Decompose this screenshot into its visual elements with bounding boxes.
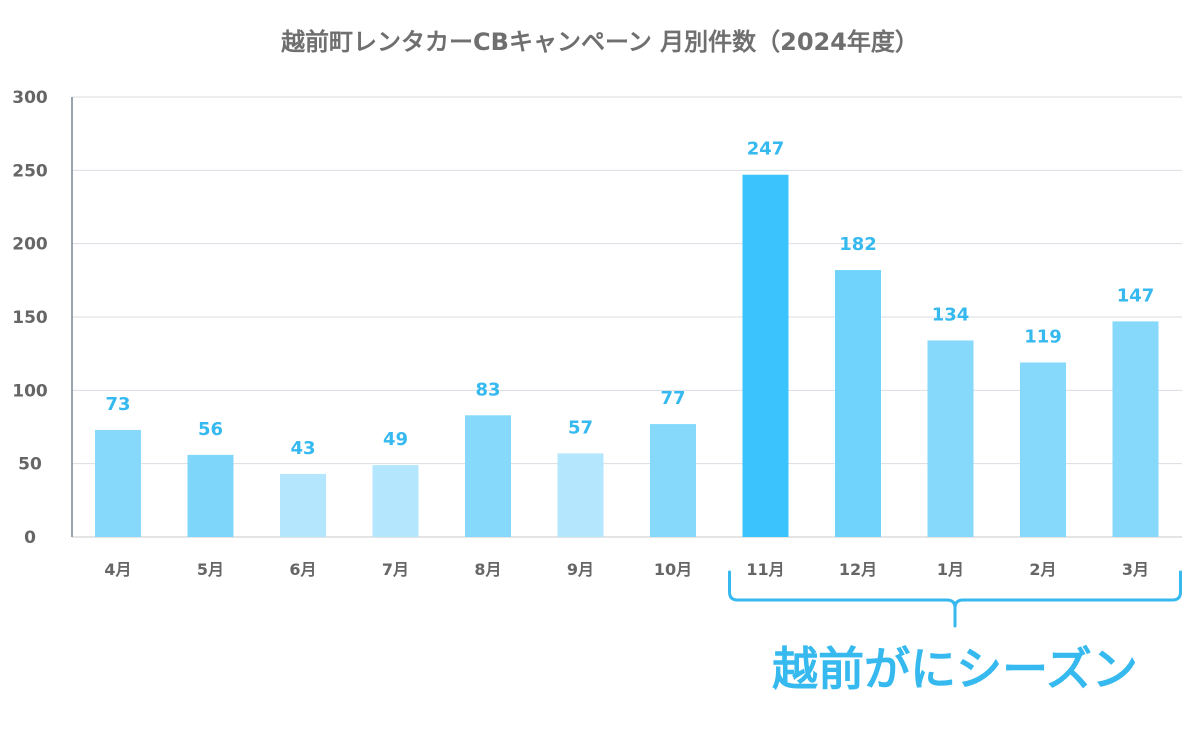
bar-12月 — [835, 270, 881, 537]
data-label: 247 — [747, 139, 785, 160]
x-axis: 4月 5月 6月 7月 8月 9月 10月 11月 12月 1月 2月 3月 — [104, 560, 1149, 579]
bar-8月 — [465, 415, 511, 537]
bar-series: 73 56 43 49 83 57 77 247 182 134 119 147 — [95, 139, 1159, 537]
season-brace — [728, 570, 1182, 628]
data-label: 49 — [383, 429, 408, 450]
bar-11月 — [742, 174, 789, 537]
x-tick-label: 9月 — [567, 560, 594, 579]
x-tick-label: 10月 — [654, 560, 692, 579]
data-label: 43 — [290, 438, 315, 459]
bar-3月 — [1112, 321, 1159, 537]
bar-2月 — [1020, 362, 1066, 537]
chart-title: 越前町レンタカーCBキャンペーン 月別件数（2024年度） — [281, 28, 919, 56]
data-label: 73 — [105, 394, 130, 415]
bar-10月 — [650, 424, 696, 537]
y-tick-label: 200 — [12, 235, 48, 255]
data-label: 56 — [198, 419, 223, 440]
bar-7月 — [372, 465, 419, 537]
x-tick-label: 2月 — [1029, 560, 1056, 579]
data-label: 182 — [839, 234, 877, 255]
bar-9月 — [557, 453, 604, 537]
data-label: 77 — [660, 388, 685, 409]
x-tick-label: 7月 — [382, 560, 409, 579]
data-label: 83 — [475, 379, 500, 400]
x-tick-label: 5月 — [197, 560, 224, 579]
y-tick-label: 300 — [12, 88, 48, 108]
grid-lines — [72, 96, 1182, 538]
bar-4月 — [95, 429, 141, 537]
x-tick-label: 1月 — [937, 560, 964, 579]
y-tick-label: 0 — [24, 528, 36, 548]
y-tick-label: 150 — [12, 308, 48, 328]
x-tick-label: 4月 — [104, 560, 131, 579]
x-tick-label: 8月 — [474, 560, 501, 579]
bar-6月 — [280, 473, 326, 537]
bar-5月 — [187, 454, 234, 537]
x-tick-label: 12月 — [839, 560, 877, 579]
data-label: 134 — [932, 304, 970, 325]
y-tick-label: 50 — [18, 455, 42, 475]
season-annotation: 越前がにシーズン — [728, 570, 1182, 696]
x-tick-label: 11月 — [746, 560, 784, 579]
y-axis: 0 50 100 150 200 250 300 — [12, 88, 73, 548]
data-label: 119 — [1024, 326, 1062, 347]
y-tick-label: 250 — [12, 161, 48, 181]
data-label: 57 — [568, 417, 593, 438]
y-tick-label: 100 — [12, 381, 48, 401]
season-label: 越前がにシーズン — [772, 642, 1138, 696]
x-tick-label: 3月 — [1122, 560, 1149, 579]
data-label: 147 — [1117, 285, 1155, 306]
bar-1月 — [927, 340, 974, 537]
x-tick-label: 6月 — [289, 560, 316, 579]
